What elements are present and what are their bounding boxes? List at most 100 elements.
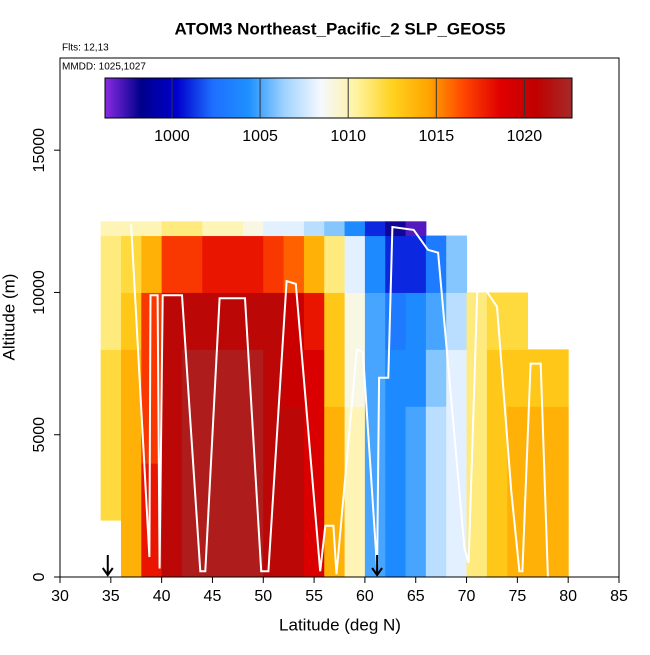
heat-cell [507, 406, 529, 464]
heat-cell [364, 235, 386, 293]
heat-cell [547, 349, 569, 407]
heat-cell [446, 406, 468, 464]
colorbar [104, 77, 573, 119]
heat-cell [263, 292, 285, 350]
heat-cell [242, 463, 264, 521]
heat-cell [364, 463, 386, 521]
heat-cell [283, 520, 305, 578]
heat-cell [181, 349, 203, 407]
heat-cell [161, 221, 183, 237]
x-tick-label: 60 [356, 588, 374, 605]
heat-cell [303, 520, 325, 578]
heat-cell [344, 292, 366, 350]
heat-cell [303, 221, 325, 237]
x-tick-label: 75 [508, 588, 526, 605]
arrow-marker [371, 555, 383, 577]
heat-cell [405, 520, 427, 578]
heat-cell [242, 221, 264, 237]
y-tick-label: 5000 [31, 417, 48, 453]
heat-cell [405, 349, 427, 407]
heat-cell [161, 520, 183, 578]
heat-cell [466, 349, 488, 407]
heat-cell [100, 349, 122, 407]
x-tick-label: 55 [305, 588, 323, 605]
heat-cell [324, 235, 346, 293]
heat-cell [222, 292, 244, 350]
heat-cell [344, 463, 366, 521]
heat-cell [324, 463, 346, 521]
heat-cell [324, 292, 346, 350]
heat-cell [222, 221, 244, 237]
colorbar-tick-label: 1015 [419, 128, 455, 145]
heat-cell [202, 463, 224, 521]
heat-cell [141, 221, 163, 237]
x-axis-label: Latitude (deg N) [279, 615, 401, 634]
heat-cell [283, 235, 305, 293]
plot-frame [59, 57, 620, 578]
flight-track [130, 224, 549, 578]
heat-cell [202, 221, 224, 237]
x-tick-label: 30 [51, 588, 69, 605]
heat-cell [283, 406, 305, 464]
x-tick-label: 40 [153, 588, 171, 605]
heat-cell [547, 406, 569, 464]
heat-cell [161, 292, 183, 350]
heat-cell [263, 235, 285, 293]
heat-cell [141, 292, 163, 350]
colorbar-tick-label: 1020 [507, 128, 543, 145]
heat-cell [120, 292, 142, 350]
y-tick-label: 10000 [31, 270, 48, 315]
heat-cell [425, 349, 447, 407]
heat-cell [303, 292, 325, 350]
heat-cell [202, 349, 224, 407]
y-tick-label: 0 [31, 572, 48, 581]
heat-cell [161, 235, 183, 293]
heat-cell [507, 292, 529, 350]
heat-cell [364, 349, 386, 407]
heat-cell [120, 349, 142, 407]
heat-cell [100, 463, 122, 521]
heat-cell [527, 520, 549, 578]
heat-cell [242, 235, 264, 293]
heat-cell [181, 292, 203, 350]
heat-cell [507, 349, 529, 407]
heat-cell [222, 349, 244, 407]
heat-cell [425, 406, 447, 464]
heat-cell [120, 463, 142, 521]
heat-cell [141, 349, 163, 407]
heat-cell [425, 520, 447, 578]
heat-cell [100, 406, 122, 464]
heat-cell [202, 235, 224, 293]
heat-cell [344, 221, 366, 237]
heat-cell [547, 463, 569, 521]
heat-cell [344, 520, 366, 578]
heat-cell [405, 463, 427, 521]
heat-cell [466, 406, 488, 464]
heat-cell [527, 406, 549, 464]
heat-cell [141, 520, 163, 578]
heat-cell [486, 520, 508, 578]
heat-cell [222, 463, 244, 521]
heat-cell [405, 221, 427, 237]
y-axis-label: Altitude (m) [0, 274, 18, 361]
annotation: Flts: 12,13 [62, 43, 109, 54]
heat-cell [141, 235, 163, 293]
heat-cell [222, 235, 244, 293]
heat-cell [324, 221, 346, 237]
heat-cell [181, 406, 203, 464]
heat-cell [344, 235, 366, 293]
heat-cell [181, 463, 203, 521]
heat-cell [181, 221, 203, 237]
x-tick-label: 70 [458, 588, 476, 605]
heat-cell [385, 406, 407, 464]
heat-cell [120, 406, 142, 464]
heat-cell [283, 221, 305, 237]
heat-cell [222, 406, 244, 464]
heat-cell [446, 520, 468, 578]
heat-cell [263, 221, 285, 237]
arrow-marker [101, 555, 114, 577]
heat-cell [446, 463, 468, 521]
colorbar-tick-label: 1000 [154, 128, 190, 145]
heat-cell [242, 349, 264, 407]
